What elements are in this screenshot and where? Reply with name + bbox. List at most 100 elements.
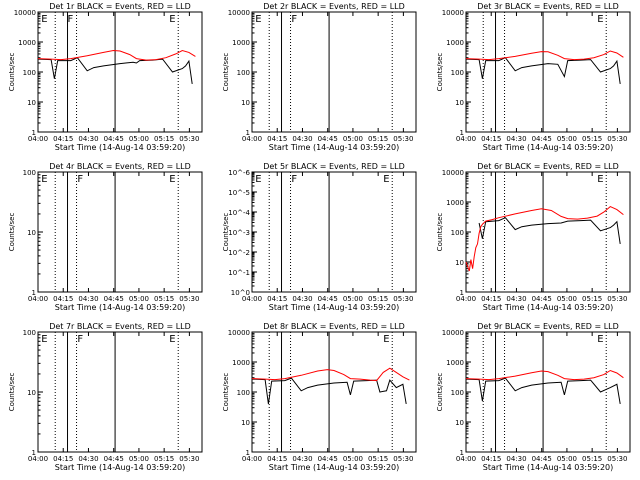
y-tick-label: 10^0: [231, 289, 250, 297]
x-tick-label: 04:00: [456, 295, 476, 303]
y-tick-label: 10000: [228, 9, 250, 17]
y-tick-label: 1000: [446, 359, 464, 367]
x-tick-label: 05:15: [368, 295, 388, 303]
y-tick-label: 10: [455, 99, 464, 107]
x-tick-label: 04:45: [318, 455, 338, 463]
y-tick-label: 1: [32, 449, 36, 457]
lld-series-line: [37, 49, 196, 61]
y-axis-label: Counts/sec: [8, 213, 16, 252]
x-tick-label: 05:15: [582, 455, 602, 463]
y-axis-label: Counts/sec: [222, 373, 230, 412]
x-tick-label: 04:30: [78, 455, 98, 463]
plot-frame: [465, 11, 631, 133]
plot-frame: [465, 171, 631, 293]
plot-frame: [251, 11, 417, 133]
y-tick-label: 10000: [442, 329, 464, 337]
x-tick-label: 04:15: [481, 455, 501, 463]
x-tick-label: 04:15: [53, 135, 73, 143]
x-axis-label: Start Time (14-Aug-14 03:59:20): [269, 143, 400, 152]
x-tick-label: 04:30: [292, 135, 312, 143]
x-tick-label: 04:45: [318, 135, 338, 143]
y-tick-label: 1: [460, 129, 464, 137]
y-tick-label: 10^-3: [228, 229, 250, 237]
annotation-label: E: [383, 334, 389, 345]
y-tick-label: 1: [460, 449, 464, 457]
y-tick-label: 10: [27, 389, 36, 397]
x-axis-label: Start Time (14-Aug-14 03:59:20): [483, 463, 614, 472]
annotation-label: E: [597, 14, 603, 25]
x-tick-label: 04:15: [481, 295, 501, 303]
y-tick-label: 1: [32, 129, 36, 137]
y-tick-label: 10: [27, 229, 36, 237]
plot-frame: [37, 171, 203, 293]
x-tick-label: 04:30: [506, 135, 526, 143]
y-tick-label: 1: [32, 289, 36, 297]
y-tick-label: 10^-1: [228, 269, 250, 277]
x-tick-label: 04:45: [532, 295, 552, 303]
y-tick-label: 10^-6: [228, 169, 250, 177]
events-series-line: [478, 217, 621, 244]
plot-frame: [37, 11, 203, 133]
x-tick-label: 04:00: [28, 295, 48, 303]
x-tick-label: 05:00: [129, 455, 149, 463]
y-axis-label: Counts/sec: [436, 213, 444, 252]
y-tick-label: 10000: [228, 329, 250, 337]
x-tick-label: 05:30: [393, 455, 413, 463]
events-series-line: [465, 377, 621, 404]
panel-title: Det 9r BLACK = Events, RED = LLD: [477, 322, 619, 331]
detector-panel-9: Det 9r BLACK = Events, RED = LLD 04:00 04:…: [436, 322, 631, 472]
annotation-label: F: [77, 174, 83, 185]
x-tick-label: 04:30: [78, 135, 98, 143]
y-tick-label: 100: [451, 229, 464, 237]
x-tick-label: 05:00: [129, 135, 149, 143]
panel-title: Det 4r BLACK = Events, RED = LLD: [49, 162, 191, 171]
x-tick-label: 05:15: [154, 135, 174, 143]
annotation-label: E: [41, 14, 47, 25]
detector-panel-7: Det 7r BLACK = Events, RED = LLD 04:00 04:…: [8, 322, 203, 472]
y-tick-label: 100: [451, 69, 464, 77]
panel-title: Det 1r BLACK = Events, RED = LLD: [49, 2, 191, 11]
x-tick-label: 04:45: [532, 455, 552, 463]
x-tick-label: 04:15: [53, 295, 73, 303]
y-tick-label: 10000: [442, 9, 464, 17]
x-tick-label: 05:30: [393, 135, 413, 143]
x-tick-label: 04:15: [267, 295, 287, 303]
events-series-line: [251, 377, 407, 404]
detector-panel-5: Det 5r BLACK = Events, RED = LLD 04:00 04:…: [222, 162, 417, 312]
x-tick-label: 04:00: [242, 135, 262, 143]
detector-panel-4: Det 4r BLACK = Events, RED = LLD 04:00 04:…: [8, 162, 203, 312]
plot-frame: [465, 331, 631, 453]
panel-title: Det 6r BLACK = Events, RED = LLD: [477, 162, 619, 171]
y-axis-label: Counts/sec: [8, 53, 16, 92]
x-tick-label: 05:30: [179, 135, 199, 143]
x-tick-label: 05:00: [343, 135, 363, 143]
y-tick-label: 1: [246, 449, 250, 457]
plot-frame: [37, 331, 203, 453]
annotation-label: E: [41, 334, 47, 345]
x-tick-label: 05:15: [368, 135, 388, 143]
x-tick-label: 04:15: [267, 135, 287, 143]
x-axis-label: Start Time (14-Aug-14 03:59:20): [55, 143, 186, 152]
x-tick-label: 04:00: [28, 455, 48, 463]
x-tick-label: 04:15: [267, 455, 287, 463]
lld-series-line: [465, 369, 624, 381]
y-tick-label: 1000: [232, 359, 250, 367]
y-tick-label: 100: [23, 169, 36, 177]
x-tick-label: 04:00: [242, 295, 262, 303]
lld-series-line: [251, 367, 410, 382]
plot-frame: [251, 331, 417, 453]
y-tick-label: 1000: [446, 199, 464, 207]
annotation-label: F: [291, 14, 297, 25]
x-tick-label: 05:30: [179, 295, 199, 303]
x-tick-label: 04:30: [506, 295, 526, 303]
annotation-label: E: [383, 174, 389, 185]
y-tick-label: 10^-4: [228, 209, 250, 217]
x-axis-label: Start Time (14-Aug-14 03:59:20): [483, 303, 614, 312]
x-tick-label: 04:00: [242, 455, 262, 463]
y-tick-label: 10^-5: [228, 189, 250, 197]
x-tick-label: 05:15: [582, 295, 602, 303]
x-tick-label: 05:00: [343, 455, 363, 463]
x-tick-label: 04:00: [456, 455, 476, 463]
y-axis-label: Counts/sec: [8, 373, 16, 412]
